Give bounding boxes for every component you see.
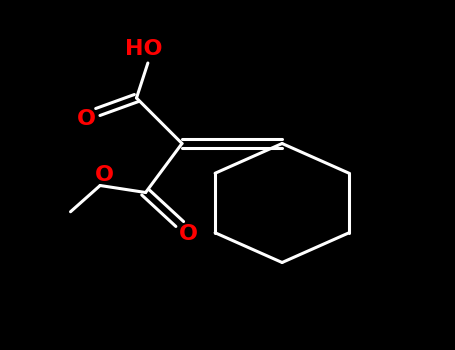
- Text: O: O: [179, 224, 198, 245]
- Text: O: O: [77, 109, 96, 129]
- Text: HO: HO: [125, 39, 162, 59]
- Text: O: O: [95, 165, 114, 185]
